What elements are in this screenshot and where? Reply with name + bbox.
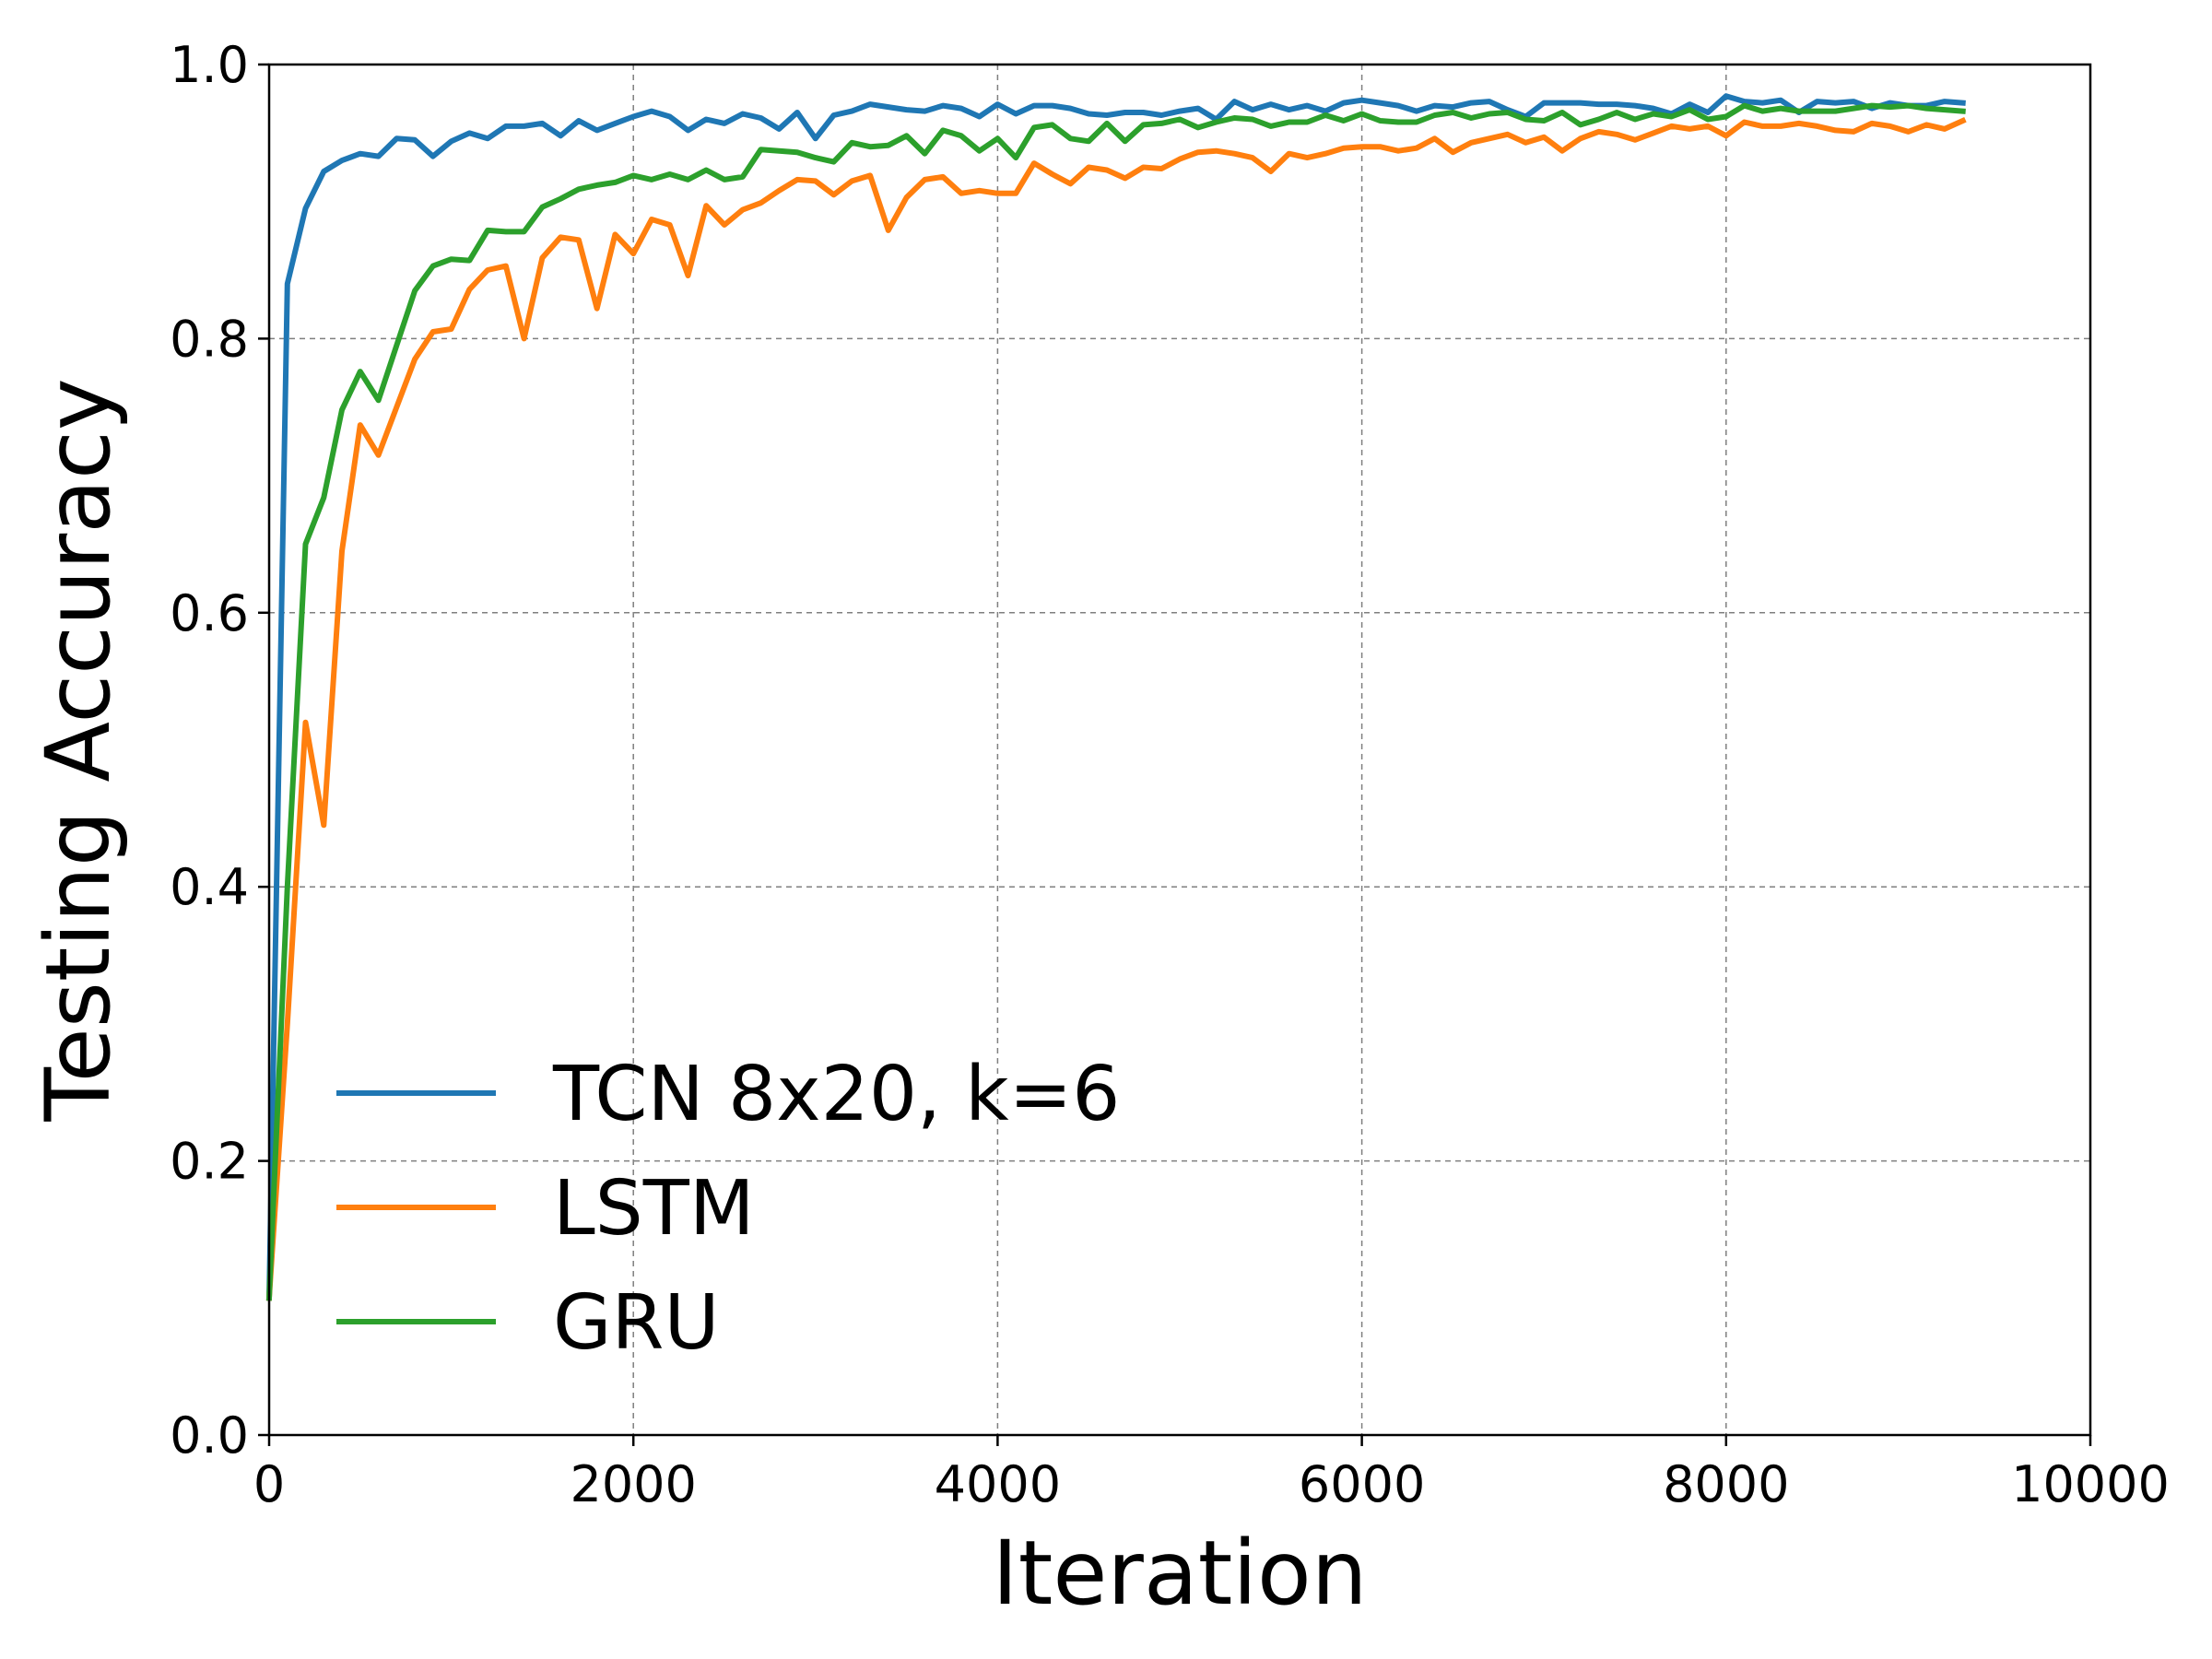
- legend-label: GRU: [553, 1279, 720, 1367]
- legend-label: TCN 8x20, k=6: [552, 1051, 1120, 1138]
- series-line-3: [265, 102, 1966, 1301]
- y-tick-label: 0.2: [170, 1133, 249, 1191]
- x-tick-label: 2000: [570, 1455, 696, 1513]
- series-line-2: [265, 117, 1967, 1301]
- y-tick-label: 0.6: [170, 584, 249, 642]
- x-tick-label: 4000: [935, 1455, 1061, 1513]
- plot-frame: [267, 63, 2092, 1437]
- legend: TCN 8x20, k=6 LSTM GRU: [336, 1051, 1120, 1367]
- y-tick-label: 0.0: [170, 1406, 249, 1465]
- x-tick-label: 0: [253, 1455, 285, 1513]
- series-line-1: [265, 93, 1966, 1301]
- y-tick-label: 1.0: [170, 36, 249, 94]
- legend-label: LSTM: [553, 1165, 755, 1253]
- x-tick-label: 10000: [2011, 1455, 2170, 1513]
- axis-ticks: 0 2000 4000 6000 8000 10000 0.0 0.2 0.4 0.6 0.8 1.0: [170, 36, 2170, 1513]
- x-tick-label: 8000: [1663, 1455, 1789, 1513]
- series-lines: [265, 93, 1967, 1301]
- y-tick-label: 0.4: [170, 858, 249, 916]
- x-tick-label: 6000: [1299, 1455, 1425, 1513]
- x-axis-title: Iteration: [992, 1522, 1367, 1625]
- y-axis-title: Testing Accuracy: [27, 378, 130, 1122]
- y-tick-label: 0.8: [170, 310, 249, 368]
